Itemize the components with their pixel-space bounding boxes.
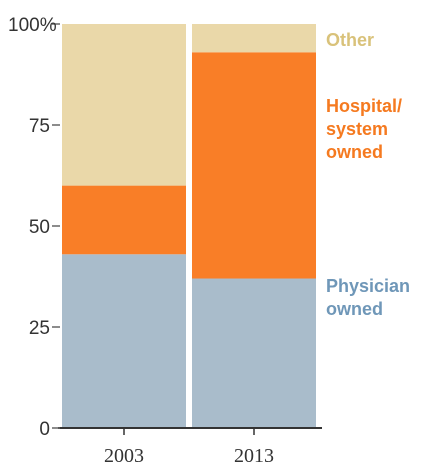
legend-label: Physician xyxy=(326,276,410,296)
y-tick-label: 100% xyxy=(8,15,57,36)
legend-label: Hospital/ xyxy=(326,96,402,116)
bars-layer xyxy=(62,24,316,428)
bar-segment-2013-2 xyxy=(192,24,316,53)
x-tick-label: 2003 xyxy=(104,445,144,467)
legend-label: system xyxy=(326,119,388,139)
x-tick-label: 2013 xyxy=(234,445,274,467)
legend-label: owned xyxy=(326,142,383,162)
bar-segment-2013-0 xyxy=(192,278,316,428)
x-axis-labels: 2003 2013 xyxy=(104,428,274,467)
y-tick-label: 50 xyxy=(29,217,50,238)
bar-segment-2003-2 xyxy=(62,24,186,186)
legend-label: owned xyxy=(326,299,383,319)
y-tick-label: 25 xyxy=(29,318,50,339)
bar-segment-2003-0 xyxy=(62,254,186,428)
y-axis: 0 25 50 75 100% xyxy=(8,15,322,440)
bar-segment-2003-1 xyxy=(62,185,186,255)
y-tick-label: 0 xyxy=(39,419,50,440)
y-tick-label: 75 xyxy=(29,116,50,137)
legend-label: Other xyxy=(326,30,374,50)
bar-segment-2013-1 xyxy=(192,52,316,279)
legend: Physician owned Hospital/system owned Other xyxy=(326,30,410,319)
